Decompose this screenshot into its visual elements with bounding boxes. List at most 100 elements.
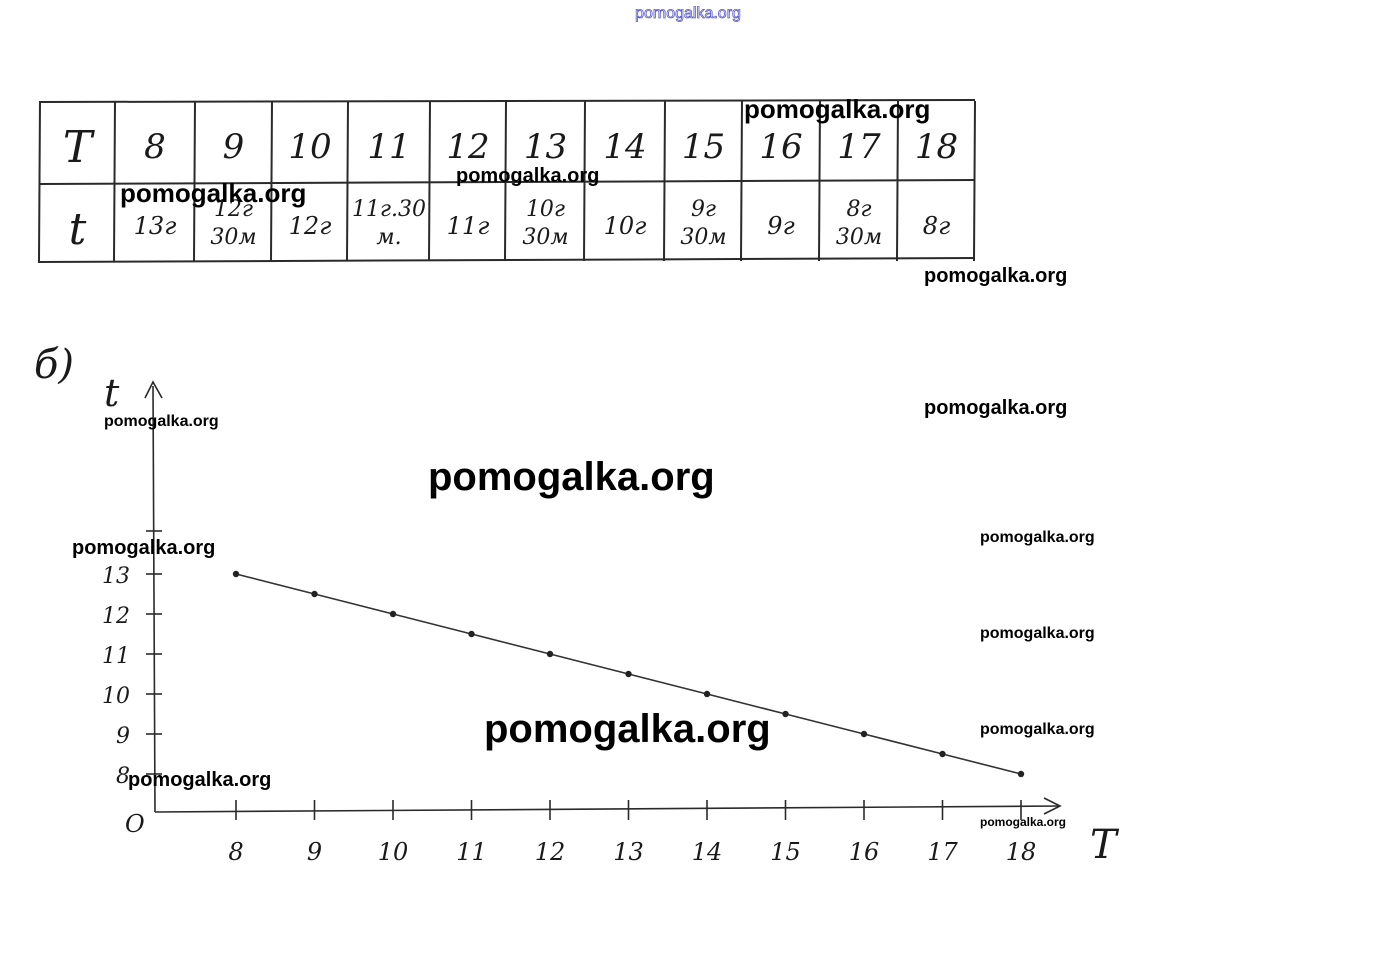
table-cell-t: м. — [376, 225, 401, 250]
x-tick-label: 15 — [770, 838, 801, 866]
series-points — [232, 570, 1025, 778]
y-tick-label: 11 — [102, 644, 130, 669]
origin-label: O — [125, 810, 145, 838]
x-axis-label: T — [1090, 822, 1120, 868]
table-column-line — [38, 100, 41, 262]
data-point — [1017, 770, 1025, 778]
table-row-t: t 13г 12г 30м 12г 11г.30 м. 11г 10г 30м 10г 9г 30м 9г… — [69, 197, 951, 255]
table-cell-T: 11 — [367, 127, 410, 167]
watermark: pomogalka.org — [924, 397, 1067, 419]
x-axis-arrow — [1043, 797, 1062, 815]
x-ticks: 8 9 10 11 12 13 14 15 16 17 18 — [228, 800, 1036, 866]
table-header-T: T — [63, 122, 96, 173]
x-tick-label: 18 — [1006, 838, 1037, 866]
y-ticks: 8 9 10 11 12 13 — [102, 564, 162, 789]
table-column-lines — [38, 100, 976, 262]
table-cell-T: 16 — [759, 127, 802, 167]
y-tick-label: 8 — [116, 764, 130, 789]
table-cell-t: 10г — [604, 212, 647, 240]
table-cell-T: 17 — [837, 127, 881, 167]
site-label-top: pomogalka.org — [635, 5, 741, 22]
table-column-line — [818, 100, 821, 262]
x-tick-label: 17 — [927, 838, 958, 866]
watermark: pomogalka.org — [72, 537, 215, 559]
table-cell-t: 12г — [214, 197, 253, 222]
watermark: pomogalka.org — [104, 413, 219, 430]
table-column-line — [113, 100, 116, 262]
y-axis-arrow — [144, 380, 163, 399]
table-cell-T: 18 — [915, 127, 958, 167]
table-cell-T: 10 — [288, 127, 331, 167]
data-point — [232, 570, 240, 578]
y-axis-label: t — [104, 371, 120, 415]
table-column-line — [896, 100, 899, 262]
watermark: pomogalka.org — [980, 625, 1095, 642]
y-tick-label: 12 — [102, 604, 130, 629]
x-tick-label: 11 — [456, 838, 487, 866]
data-point — [703, 690, 711, 698]
watermark: pomogalka.org — [456, 165, 599, 187]
data-point — [625, 670, 632, 678]
table-cell-T: 12 — [446, 127, 489, 167]
watermark: pomogalka.org — [120, 178, 306, 208]
table-cell-T: 9 — [223, 127, 245, 167]
table-cell-T: 8 — [144, 127, 166, 167]
x-axis — [154, 805, 1061, 813]
data-point — [860, 730, 868, 738]
table-cell-t: 30м — [210, 225, 256, 250]
table-cell-t: 12г — [289, 212, 332, 240]
x-tick-label: 10 — [378, 838, 409, 866]
line-chart: t T O 8 9 10 11 12 13 14 15 16 17 18 8 9 10 11 12 13 — [102, 371, 1120, 868]
data-point — [311, 590, 318, 598]
watermark: pomogalka.org — [484, 707, 771, 751]
watermark: pomogalka.org — [744, 94, 930, 124]
table-cell-t: 9г — [691, 197, 716, 222]
table-cell-T: 14 — [603, 127, 646, 167]
x-tick-label: 13 — [613, 838, 644, 866]
data-point — [389, 610, 397, 618]
x-tick-label: 14 — [692, 838, 723, 866]
watermark: pomogalka.org — [980, 815, 1066, 829]
table-cell-t: 30м — [522, 225, 568, 250]
table-cell-t: 30м — [680, 225, 726, 250]
table-column-line — [973, 100, 976, 262]
table-column-line — [270, 100, 273, 262]
table-column-line — [583, 100, 586, 262]
watermark: pomogalka.org — [128, 769, 271, 791]
table-cell-t: 13г — [134, 212, 177, 240]
data-point — [468, 630, 475, 638]
table-column-line — [428, 100, 431, 262]
data-table: T 8 9 10 11 12 13 14 15 16 17 18 t 13г 12г 30м 12г 11г.3… — [37, 99, 976, 263]
table-cell-t: 30м — [836, 225, 882, 250]
data-point — [939, 750, 946, 758]
table-cell-T: 13 — [524, 127, 567, 167]
y-tick-label: 10 — [102, 684, 130, 709]
table-cell-t: 11г.30 — [352, 197, 426, 222]
table-row-T: T 8 9 10 11 12 13 14 15 16 17 18 — [63, 122, 958, 173]
table-cell-t: 8г — [846, 197, 871, 222]
x-tick-label: 12 — [535, 838, 566, 866]
watermarks: pomogalka.org pomogalka.org pomogalka.or… — [72, 94, 1095, 829]
table-column-line — [346, 100, 349, 262]
y-axis — [152, 385, 156, 813]
table-border-bottom — [37, 257, 976, 263]
part-label: б) — [34, 342, 74, 388]
x-tick-label: 9 — [307, 838, 322, 866]
table-column-line — [740, 100, 743, 262]
y-tick-label: 13 — [102, 564, 130, 589]
watermark: pomogalka.org — [924, 265, 1067, 287]
table-cell-T: 15 — [682, 127, 725, 167]
data-point — [782, 710, 789, 718]
table-column-line — [504, 100, 507, 262]
table-column-line — [193, 100, 196, 262]
table-cell-t: 10г — [526, 197, 565, 222]
table-cell-t: 9г — [767, 212, 794, 240]
x-tick-label: 8 — [228, 838, 243, 866]
table-column-line — [663, 100, 666, 262]
watermark: pomogalka.org — [980, 721, 1095, 738]
watermark: pomogalka.org — [980, 529, 1095, 546]
table-cell-t: 11г — [447, 212, 490, 240]
data-point — [546, 650, 554, 658]
x-tick-label: 16 — [849, 838, 880, 866]
